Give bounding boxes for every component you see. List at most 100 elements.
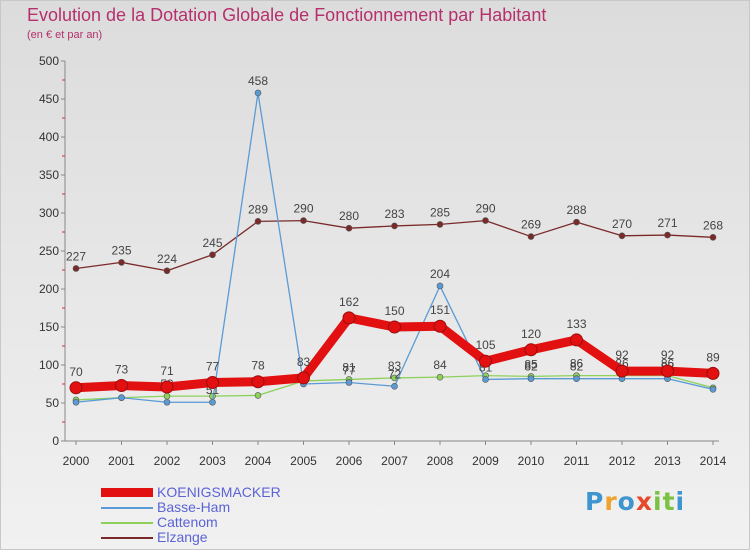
data-point-elzange bbox=[118, 259, 125, 266]
data-label-koenigsmacker: 89 bbox=[706, 350, 720, 364]
data-point-koenigsmacker bbox=[69, 381, 83, 395]
data-point-basse-ham bbox=[345, 379, 353, 386]
x-tick-label: 2010 bbox=[518, 454, 545, 468]
data-label-koenigsmacker: 105 bbox=[475, 338, 495, 352]
y-tick-label: 150 bbox=[39, 320, 59, 334]
data-point-koenigsmacker bbox=[297, 371, 310, 385]
data-label-koenigsmacker: 151 bbox=[430, 303, 450, 317]
data-label-elzange: 290 bbox=[475, 202, 495, 216]
data-label-elzange: 288 bbox=[566, 203, 586, 217]
x-tick-label: 2013 bbox=[654, 454, 681, 468]
y-tick-label: 250 bbox=[39, 244, 59, 258]
data-point-basse-ham bbox=[163, 398, 171, 406]
data-point-elzange bbox=[72, 265, 80, 272]
proxiti-logo-letter: t bbox=[662, 487, 676, 516]
data-label-basse-ham: 82 bbox=[570, 360, 584, 374]
y-tick-label: 300 bbox=[39, 206, 59, 220]
data-point-koenigsmacker bbox=[342, 311, 356, 325]
data-label-koenigsmacker: 92 bbox=[661, 348, 675, 362]
data-label-elzange: 227 bbox=[66, 249, 86, 263]
data-label-elzange: 285 bbox=[430, 205, 450, 219]
y-tick-label: 0 bbox=[52, 434, 59, 448]
data-point-cattenom bbox=[163, 392, 171, 400]
data-label-elzange: 289 bbox=[248, 202, 268, 216]
data-point-elzange bbox=[300, 217, 307, 224]
data-label-elzange: 245 bbox=[202, 236, 222, 250]
data-label-elzange: 271 bbox=[657, 216, 677, 230]
data-point-koenigsmacker bbox=[206, 375, 219, 389]
data-point-elzange bbox=[345, 224, 353, 232]
data-label-elzange: 270 bbox=[612, 217, 632, 231]
data-label-koenigsmacker: 70 bbox=[69, 365, 83, 379]
data-point-koenigsmacker bbox=[115, 379, 128, 393]
proxiti-logo-letter: o bbox=[617, 487, 636, 516]
y-tick-label: 200 bbox=[39, 282, 59, 296]
data-label-elzange: 268 bbox=[703, 218, 723, 232]
data-label-elzange: 290 bbox=[293, 202, 313, 216]
data-point-basse-ham bbox=[391, 382, 398, 390]
x-tick-label: 2014 bbox=[700, 454, 727, 468]
x-tick-label: 2006 bbox=[336, 454, 363, 468]
proxiti-logo-letter: x bbox=[635, 487, 653, 516]
data-label-koenigsmacker: 150 bbox=[384, 304, 404, 318]
chart-title: Evolution de la Dotation Globale de Fonc… bbox=[27, 5, 547, 25]
data-point-elzange bbox=[709, 234, 717, 241]
y-tick-label: 50 bbox=[46, 396, 60, 410]
data-label-elzange: 235 bbox=[111, 243, 131, 257]
data-point-cattenom bbox=[436, 373, 444, 381]
data-point-basse-ham bbox=[209, 398, 216, 406]
legend-label-elzange: Elzange bbox=[157, 529, 208, 545]
data-label-cattenom: 85 bbox=[524, 357, 538, 371]
data-point-koenigsmacker bbox=[479, 354, 492, 368]
data-point-cattenom bbox=[391, 374, 398, 382]
x-tick-label: 2007 bbox=[381, 454, 408, 468]
data-point-elzange bbox=[573, 218, 580, 226]
data-label-basse-ham: 204 bbox=[430, 267, 450, 281]
legend-swatch-elzange bbox=[101, 537, 153, 539]
data-point-koenigsmacker bbox=[615, 364, 629, 378]
data-point-elzange bbox=[254, 218, 262, 225]
data-label-koenigsmacker: 83 bbox=[297, 355, 311, 369]
data-label-cattenom: 83 bbox=[388, 359, 402, 373]
data-label-elzange: 224 bbox=[157, 252, 177, 266]
data-point-basse-ham bbox=[709, 386, 717, 393]
x-tick-label: 2012 bbox=[609, 454, 636, 468]
x-tick-label: 2004 bbox=[245, 454, 272, 468]
data-point-koenigsmacker bbox=[433, 319, 447, 333]
data-label-koenigsmacker: 120 bbox=[521, 327, 541, 341]
data-label-elzange: 283 bbox=[384, 207, 404, 221]
data-label-elzange: 269 bbox=[521, 218, 541, 232]
chart-subtitle: (en € et par an) bbox=[27, 29, 103, 41]
x-tick-label: 2000 bbox=[63, 454, 90, 468]
data-point-elzange bbox=[482, 217, 489, 224]
legend-swatch-cattenom bbox=[101, 522, 153, 524]
data-point-basse-ham bbox=[118, 394, 125, 401]
legend-swatch-koenigsmacker bbox=[101, 488, 153, 497]
data-point-cattenom bbox=[254, 392, 262, 399]
data-point-koenigsmacker bbox=[661, 364, 674, 378]
legend-label-basse-ham: Basse-Ham bbox=[157, 499, 231, 515]
data-label-koenigsmacker: 77 bbox=[206, 359, 220, 373]
proxiti-logo-letter: i bbox=[675, 487, 686, 516]
data-point-basse-ham bbox=[72, 398, 80, 406]
legend-label-cattenom: Cattenom bbox=[157, 514, 218, 530]
x-tick-label: 2005 bbox=[290, 454, 317, 468]
y-tick-label: 400 bbox=[39, 130, 59, 144]
proxiti-logo-letter: r bbox=[604, 487, 618, 516]
x-tick-label: 2001 bbox=[108, 454, 135, 468]
y-tick-label: 500 bbox=[39, 54, 59, 68]
data-label-cattenom: 86 bbox=[570, 357, 584, 371]
data-point-basse-ham bbox=[254, 89, 262, 97]
x-tick-label: 2008 bbox=[427, 454, 454, 468]
x-tick-label: 2003 bbox=[199, 454, 226, 468]
data-label-basse-ham: 458 bbox=[248, 74, 268, 88]
data-point-elzange bbox=[618, 232, 626, 240]
data-label-koenigsmacker: 92 bbox=[615, 348, 629, 362]
x-tick-label: 2009 bbox=[472, 454, 499, 468]
data-point-elzange bbox=[436, 221, 444, 228]
proxiti-logo-letter: P bbox=[585, 487, 605, 516]
data-point-koenigsmacker bbox=[251, 375, 265, 389]
data-label-koenigsmacker: 162 bbox=[339, 295, 359, 309]
